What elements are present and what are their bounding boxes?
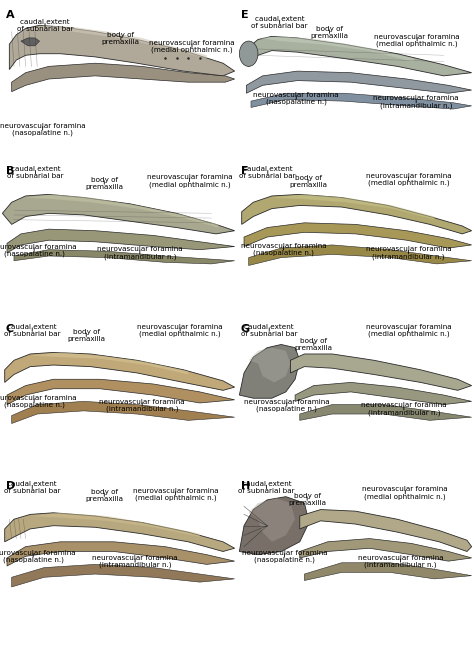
Text: body of
premaxilla: body of premaxilla [289, 175, 327, 188]
Text: neurovascular foramina
(nasopalatine n.): neurovascular foramina (nasopalatine n.) [242, 550, 327, 563]
Polygon shape [304, 562, 472, 581]
Polygon shape [12, 401, 235, 424]
Polygon shape [295, 382, 472, 404]
Text: body of
premaxilla: body of premaxilla [67, 329, 105, 342]
Polygon shape [12, 564, 235, 587]
Polygon shape [246, 71, 472, 94]
Text: neurovascular foramina
(nasopalatine n.): neurovascular foramina (nasopalatine n.) [0, 550, 76, 563]
Polygon shape [7, 542, 235, 566]
Polygon shape [239, 497, 309, 555]
Text: G: G [241, 324, 250, 334]
Text: D: D [6, 481, 15, 491]
Text: neurovascular foramina
(intramandibular n.): neurovascular foramina (intramandibular … [358, 555, 443, 568]
Text: neurovascular foramina
(medial ophthalmic n.): neurovascular foramina (medial ophthalmi… [137, 324, 223, 337]
Text: caudal extent
of subnarial bar: caudal extent of subnarial bar [17, 19, 73, 32]
Text: caudal extent
of subnarial bar: caudal extent of subnarial bar [241, 324, 298, 337]
Text: caudal extent
of subnarial bar: caudal extent of subnarial bar [251, 16, 308, 29]
Text: body of
premaxilla: body of premaxilla [85, 489, 123, 502]
Polygon shape [26, 25, 207, 59]
Text: neurovascular foramina
(nasopalatine n.): neurovascular foramina (nasopalatine n.) [0, 244, 77, 257]
Text: caudal extent
of subnarial bar: caudal extent of subnarial bar [4, 324, 61, 337]
Text: neurovascular foramina
(medial ophthalmic n.): neurovascular foramina (medial ophthalmi… [366, 324, 451, 337]
Polygon shape [239, 344, 300, 398]
Polygon shape [30, 513, 200, 537]
Polygon shape [272, 194, 435, 220]
Polygon shape [9, 25, 235, 76]
Text: caudal extent
of subnarial bar: caudal extent of subnarial bar [7, 166, 64, 179]
Text: caudal extent
of subnarial bar: caudal extent of subnarial bar [239, 166, 296, 179]
Polygon shape [249, 348, 291, 382]
Text: neurovascular foramina
(intramandibular n.): neurovascular foramina (intramandibular … [100, 399, 185, 412]
Polygon shape [30, 352, 188, 375]
Text: neurovascular foramina
(nasopalatine n.): neurovascular foramina (nasopalatine n.) [0, 123, 85, 136]
Polygon shape [14, 250, 235, 264]
Text: A: A [6, 10, 14, 20]
Polygon shape [300, 404, 472, 421]
Text: caudal extent
of subnarial bar: caudal extent of subnarial bar [238, 481, 295, 494]
Polygon shape [5, 513, 235, 551]
Text: C: C [6, 324, 14, 334]
Text: neurovascular foramina
(nasopalatine n.): neurovascular foramina (nasopalatine n.) [244, 399, 329, 412]
Polygon shape [249, 245, 472, 266]
Text: body of
premaxilla: body of premaxilla [102, 32, 140, 45]
Text: body of
premaxilla: body of premaxilla [295, 338, 333, 351]
Text: F: F [241, 166, 248, 177]
Text: neurovascular foramina
(nasopalatine n.): neurovascular foramina (nasopalatine n.) [241, 243, 326, 256]
Text: neurovascular foramina
(medial ophthalmic n.): neurovascular foramina (medial ophthalmi… [147, 174, 232, 188]
Polygon shape [2, 194, 235, 234]
Text: neurovascular foramina
(medial ophthalmic n.): neurovascular foramina (medial ophthalmi… [374, 34, 460, 47]
Text: neurovascular foramina
(intramandibular n.): neurovascular foramina (intramandibular … [361, 402, 447, 416]
Polygon shape [244, 223, 472, 248]
Polygon shape [7, 379, 235, 404]
Polygon shape [242, 194, 472, 234]
Polygon shape [242, 36, 472, 76]
Polygon shape [258, 36, 413, 62]
Polygon shape [26, 194, 219, 228]
Polygon shape [300, 539, 472, 561]
Text: neurovascular foramina
(intramandibular n.): neurovascular foramina (intramandibular … [374, 95, 459, 109]
Text: body of
premaxilla: body of premaxilla [288, 493, 326, 506]
Polygon shape [7, 229, 235, 253]
Text: neurovascular foramina
(medial ophthalmic n.): neurovascular foramina (medial ophthalmi… [133, 488, 218, 501]
Text: neurovascular foramina
(nasopalatine n.): neurovascular foramina (nasopalatine n.) [254, 92, 339, 105]
Text: neurovascular foramina
(nasopalatine n.): neurovascular foramina (nasopalatine n.) [0, 395, 77, 408]
Polygon shape [300, 510, 472, 551]
Text: body of
premaxilla: body of premaxilla [310, 26, 348, 39]
Text: H: H [241, 481, 250, 491]
Polygon shape [12, 63, 235, 92]
Polygon shape [251, 94, 472, 109]
Text: body of
premaxilla: body of premaxilla [85, 177, 123, 190]
Text: caudal extent
of subnarial bar: caudal extent of subnarial bar [4, 481, 61, 494]
Polygon shape [21, 38, 39, 46]
Polygon shape [5, 352, 235, 390]
Text: neurovascular foramina
(intramandibular n.): neurovascular foramina (intramandibular … [97, 246, 182, 260]
Text: neurovascular foramina
(medial ophthalmic n.): neurovascular foramina (medial ophthalmi… [149, 40, 235, 54]
Text: neurovascular foramina
(medial ophthalmic n.): neurovascular foramina (medial ophthalmi… [363, 486, 448, 500]
Text: neurovascular foramina
(medial ophthalmic n.): neurovascular foramina (medial ophthalmi… [366, 173, 451, 186]
Polygon shape [291, 354, 472, 390]
Text: E: E [241, 10, 248, 20]
Polygon shape [249, 498, 295, 542]
Text: B: B [6, 166, 14, 177]
Circle shape [239, 41, 258, 66]
Text: neurovascular foramina
(intramandibular n.): neurovascular foramina (intramandibular … [92, 555, 178, 568]
Text: neurovascular foramina
(intramandibular n.): neurovascular foramina (intramandibular … [366, 246, 451, 260]
